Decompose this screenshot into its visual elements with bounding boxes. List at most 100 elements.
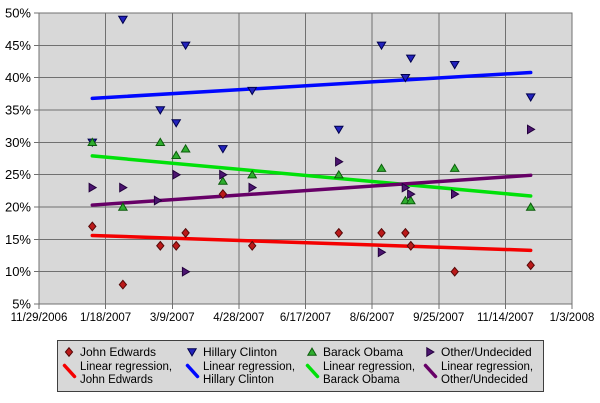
legend-regression-label-line1: Linear regression,	[203, 361, 296, 373]
legend: John Edwards Linear regression, John Edwar…	[57, 340, 544, 392]
data-point-other-undecided	[119, 182, 128, 193]
data-point-john-edwards	[171, 240, 181, 251]
regression-line-icon	[423, 363, 438, 379]
data-point-hillary-clinton	[405, 54, 416, 64]
data-point-barack-obama	[376, 163, 387, 172]
data-point-hillary-clinton	[247, 86, 258, 96]
data-point-barack-obama	[171, 150, 182, 160]
legend-item-regression-hillary-clinton: Linear regression, Hillary Clinton	[185, 361, 305, 387]
regression-line-icon	[62, 363, 77, 379]
regression-line-icon	[185, 363, 200, 379]
data-point-hillary-clinton	[171, 119, 182, 128]
data-point-hillary-clinton	[400, 73, 411, 83]
x-axis-label: 6/17/2007	[280, 312, 331, 324]
legend-regression-label: Linear regression, John Edwards	[80, 361, 172, 387]
x-axis-label: 1/18/2007	[80, 312, 131, 324]
y-axis-label: 45%	[5, 38, 31, 53]
regression-line-linear-regression-hillary-clinton	[90, 70, 533, 101]
legend-regression-label-line1: Linear regression,	[80, 361, 173, 373]
data-point-other-undecided	[88, 182, 98, 193]
data-point-hillary-clinton	[525, 93, 536, 102]
legend-regression-label-line2: John Edwards	[80, 374, 153, 386]
legend-grid: John Edwards Linear regression, John Edwar…	[62, 344, 543, 387]
data-point-other-undecided	[153, 195, 163, 206]
data-point-john-edwards	[334, 227, 344, 238]
triangle-down-icon	[186, 348, 198, 357]
legend-regression-label: Linear regression, Hillary Clinton	[203, 361, 295, 387]
legend-label: Barack Obama	[323, 345, 404, 359]
legend-regression-label: Linear regression, Other/Undecided	[441, 361, 533, 387]
legend-item-regression-john-edwards: Linear regression, John Edwards	[62, 361, 185, 387]
x-axis-label: 9/25/2007	[413, 312, 464, 324]
data-point-other-undecided	[335, 156, 344, 167]
data-point-hillary-clinton	[117, 15, 128, 25]
x-axis-label: 8/6/2007	[350, 312, 395, 324]
data-point-other-undecided	[219, 169, 228, 180]
data-point-john-edwards	[247, 240, 257, 251]
data-point-hillary-clinton	[155, 106, 166, 115]
data-point-hillary-clinton	[449, 60, 460, 70]
legend-item-hillary-clinton: Hillary Clinton	[185, 344, 305, 360]
data-point-john-edwards	[526, 260, 535, 271]
y-axis-label: 35%	[5, 103, 31, 118]
legend-regression-label: Linear regression, Barack Obama	[323, 361, 415, 387]
data-point-john-edwards	[88, 221, 97, 232]
y-axis-label: 30%	[5, 135, 31, 150]
data-point-other-undecided	[181, 266, 191, 277]
data-point-other-undecided	[401, 182, 411, 193]
data-point-hillary-clinton	[376, 41, 387, 51]
legend-label: John Edwards	[80, 345, 157, 359]
data-point-hillary-clinton	[180, 41, 191, 51]
y-axis-label: 10%	[5, 264, 31, 279]
diamond-icon	[64, 346, 74, 358]
data-point-john-edwards	[377, 227, 386, 238]
legend-item-regression-barack-obama: Linear regression, Barack Obama	[305, 361, 423, 387]
x-axis-label: 11/14/2007	[477, 312, 534, 324]
legend-item-regression-other-undecided: Linear regression, Other/Undecided	[423, 361, 541, 387]
legend-regression-label-line2: Other/Undecided	[441, 374, 528, 386]
series-other-undecided	[88, 124, 536, 277]
x-axis-label: 1/3/2008	[550, 312, 595, 324]
data-point-other-undecided	[172, 169, 182, 180]
data-point-john-edwards	[156, 240, 165, 251]
data-point-barack-obama	[87, 137, 98, 147]
series-hillary-clinton	[87, 15, 536, 154]
regression-line-icon	[305, 363, 320, 379]
legend-item-barack-obama: Barack Obama	[305, 344, 423, 360]
y-axis-label: 5%	[12, 297, 31, 312]
legend-regression-label-line2: Barack Obama	[323, 374, 400, 386]
poll-trend-chart: 5% 10% 15% 20% 25% 30% 35% 40% 45% 50% 11/29/2006 1…	[5, 6, 595, 325]
data-point-hillary-clinton	[333, 125, 344, 135]
data-point-barack-obama	[155, 137, 166, 147]
x-axis-label: 4/28/2007	[213, 312, 264, 324]
legend-col-hillary-clinton: Hillary Clinton Linear regression, Hillary…	[185, 344, 305, 387]
data-point-barack-obama	[449, 163, 460, 172]
plot-border	[38, 12, 573, 305]
legend-item-john-edwards: John Edwards	[62, 344, 185, 360]
triangle-right-icon	[426, 346, 435, 358]
data-point-barack-obama	[525, 202, 536, 211]
data-point-other-undecided	[248, 182, 258, 193]
legend-label: Other/Undecided	[441, 345, 532, 359]
legend-regression-label-line1: Linear regression,	[323, 361, 416, 373]
legend-col-other-undecided: Other/Undecided Linear regression, Other/U…	[423, 344, 541, 387]
data-point-other-undecided	[527, 124, 536, 135]
series-john-edwards	[88, 189, 535, 290]
y-axis-label: 15%	[5, 232, 31, 247]
y-axis-label: 40%	[5, 70, 31, 85]
triangle-up-icon	[306, 347, 318, 356]
x-axis-label: 3/9/2007	[150, 312, 195, 324]
data-point-other-undecided	[377, 247, 387, 258]
data-point-john-edwards	[450, 266, 459, 277]
data-point-hillary-clinton	[217, 145, 228, 154]
y-axis-label: 20%	[5, 200, 31, 215]
legend-label: Hillary Clinton	[203, 345, 278, 359]
series-barack-obama	[87, 137, 536, 211]
legend-item-other-undecided: Other/Undecided	[423, 344, 541, 360]
data-point-other-undecided	[407, 189, 416, 200]
data-point-john-edwards	[406, 240, 416, 251]
data-point-barack-obama	[333, 169, 344, 179]
legend-regression-label-line1: Linear regression,	[441, 361, 534, 373]
regression-line-linear-regression-barack-obama	[90, 154, 533, 198]
data-point-barack-obama	[117, 202, 128, 211]
